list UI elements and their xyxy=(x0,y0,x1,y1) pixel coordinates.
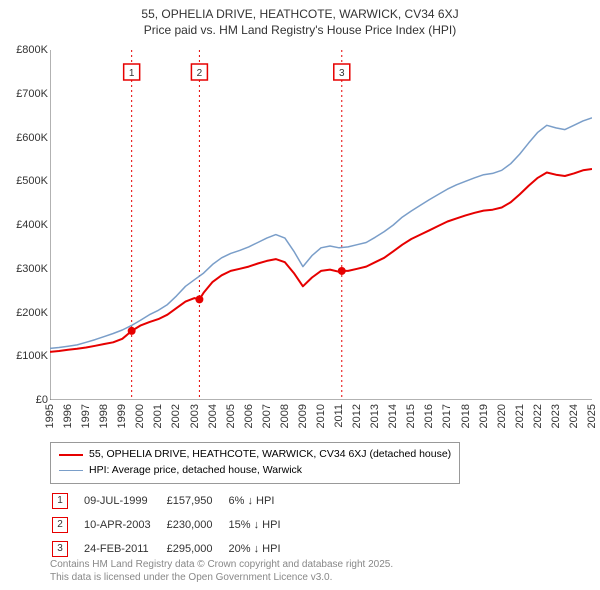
chart-container: 55, OPHELIA DRIVE, HEATHCOTE, WARWICK, C… xyxy=(0,0,600,590)
x-tick-label: 2025 xyxy=(586,404,598,428)
legend-box: 55, OPHELIA DRIVE, HEATHCOTE, WARWICK, C… xyxy=(50,442,460,484)
sale-date: 24-FEB-2011 xyxy=(84,538,165,560)
legend-swatch-hpi xyxy=(59,470,83,471)
x-tick-label: 2000 xyxy=(134,404,146,428)
svg-text:2: 2 xyxy=(197,68,203,79)
sale-diff: 15% ↓ HPI xyxy=(229,514,295,536)
x-tick-label: 2002 xyxy=(170,404,182,428)
x-tick-label: 2017 xyxy=(441,404,453,428)
x-tick-label: 1999 xyxy=(116,404,128,428)
title-block: 55, OPHELIA DRIVE, HEATHCOTE, WARWICK, C… xyxy=(0,0,600,38)
x-tick-label: 2009 xyxy=(297,404,309,428)
x-tick-label: 2006 xyxy=(243,404,255,428)
x-tick-label: 2003 xyxy=(189,404,201,428)
license-text: Contains HM Land Registry data © Crown c… xyxy=(50,558,393,584)
legend-label-price-paid: 55, OPHELIA DRIVE, HEATHCOTE, WARWICK, C… xyxy=(89,447,451,463)
legend-row-hpi: HPI: Average price, detached house, Warw… xyxy=(59,463,451,479)
legend-row-price-paid: 55, OPHELIA DRIVE, HEATHCOTE, WARWICK, C… xyxy=(59,447,451,463)
y-tick-label: £200K xyxy=(16,307,48,319)
x-tick-label: 2022 xyxy=(532,404,544,428)
x-tick-label: 2014 xyxy=(387,404,399,428)
y-tick-label: £300K xyxy=(16,263,48,275)
x-tick-label: 1998 xyxy=(98,404,110,428)
title-line2: Price paid vs. HM Land Registry's House … xyxy=(0,22,600,38)
x-tick-label: 2021 xyxy=(514,404,526,428)
sale-diff: 20% ↓ HPI xyxy=(229,538,295,560)
sale-marker-icon: 2 xyxy=(52,517,68,533)
x-tick-label: 2008 xyxy=(279,404,291,428)
chart-plot-area: 1 2 3 xyxy=(50,50,592,400)
license-line2: This data is licensed under the Open Gov… xyxy=(50,571,393,584)
y-tick-label: £100K xyxy=(16,350,48,362)
svg-text:1: 1 xyxy=(129,68,135,79)
y-tick-label: £800K xyxy=(16,44,48,56)
y-tick-label: £600K xyxy=(16,132,48,144)
y-tick-label: £400K xyxy=(16,219,48,231)
sale-price: £157,950 xyxy=(167,490,227,512)
x-tick-label: 2005 xyxy=(225,404,237,428)
x-tick-label: 1997 xyxy=(80,404,92,428)
x-tick-label: 2013 xyxy=(369,404,381,428)
sale-marker-icon: 3 xyxy=(52,541,68,557)
y-tick-label: £700K xyxy=(16,88,48,100)
svg-text:3: 3 xyxy=(339,68,345,79)
sale-date: 10-APR-2003 xyxy=(84,514,165,536)
x-tick-label: 2001 xyxy=(152,404,164,428)
x-tick-label: 2016 xyxy=(423,404,435,428)
sale-price: £230,000 xyxy=(167,514,227,536)
sales-table: 1 09-JUL-1999£157,9506% ↓ HPI 2 10-APR-2003… xyxy=(50,488,297,562)
x-tick-label: 2024 xyxy=(568,404,580,428)
x-tick-label: 2011 xyxy=(333,404,345,428)
legend-label-hpi: HPI: Average price, detached house, Warw… xyxy=(89,463,302,479)
sales-row: 3 24-FEB-2011£295,00020% ↓ HPI xyxy=(52,538,295,560)
sale-marker-icon: 1 xyxy=(52,493,68,509)
chart-svg: 1 2 3 xyxy=(50,50,592,400)
x-tick-label: 2012 xyxy=(351,404,363,428)
title-line1: 55, OPHELIA DRIVE, HEATHCOTE, WARWICK, C… xyxy=(0,6,600,22)
x-tick-label: 2020 xyxy=(496,404,508,428)
license-line1: Contains HM Land Registry data © Crown c… xyxy=(50,558,393,571)
x-tick-label: 2019 xyxy=(478,404,490,428)
x-tick-label: 2015 xyxy=(405,404,417,428)
y-tick-label: £500K xyxy=(16,175,48,187)
x-tick-label: 2023 xyxy=(550,404,562,428)
sale-price: £295,000 xyxy=(167,538,227,560)
legend-swatch-price-paid xyxy=(59,454,83,456)
x-tick-label: 2004 xyxy=(207,404,219,428)
x-tick-label: 1995 xyxy=(44,404,56,428)
x-tick-label: 2018 xyxy=(460,404,472,428)
x-tick-label: 2010 xyxy=(315,404,327,428)
sale-diff: 6% ↓ HPI xyxy=(229,490,295,512)
sale-date: 09-JUL-1999 xyxy=(84,490,165,512)
sales-row: 2 10-APR-2003£230,00015% ↓ HPI xyxy=(52,514,295,536)
x-tick-label: 2007 xyxy=(261,404,273,428)
x-tick-label: 1996 xyxy=(62,404,74,428)
sales-row: 1 09-JUL-1999£157,9506% ↓ HPI xyxy=(52,490,295,512)
